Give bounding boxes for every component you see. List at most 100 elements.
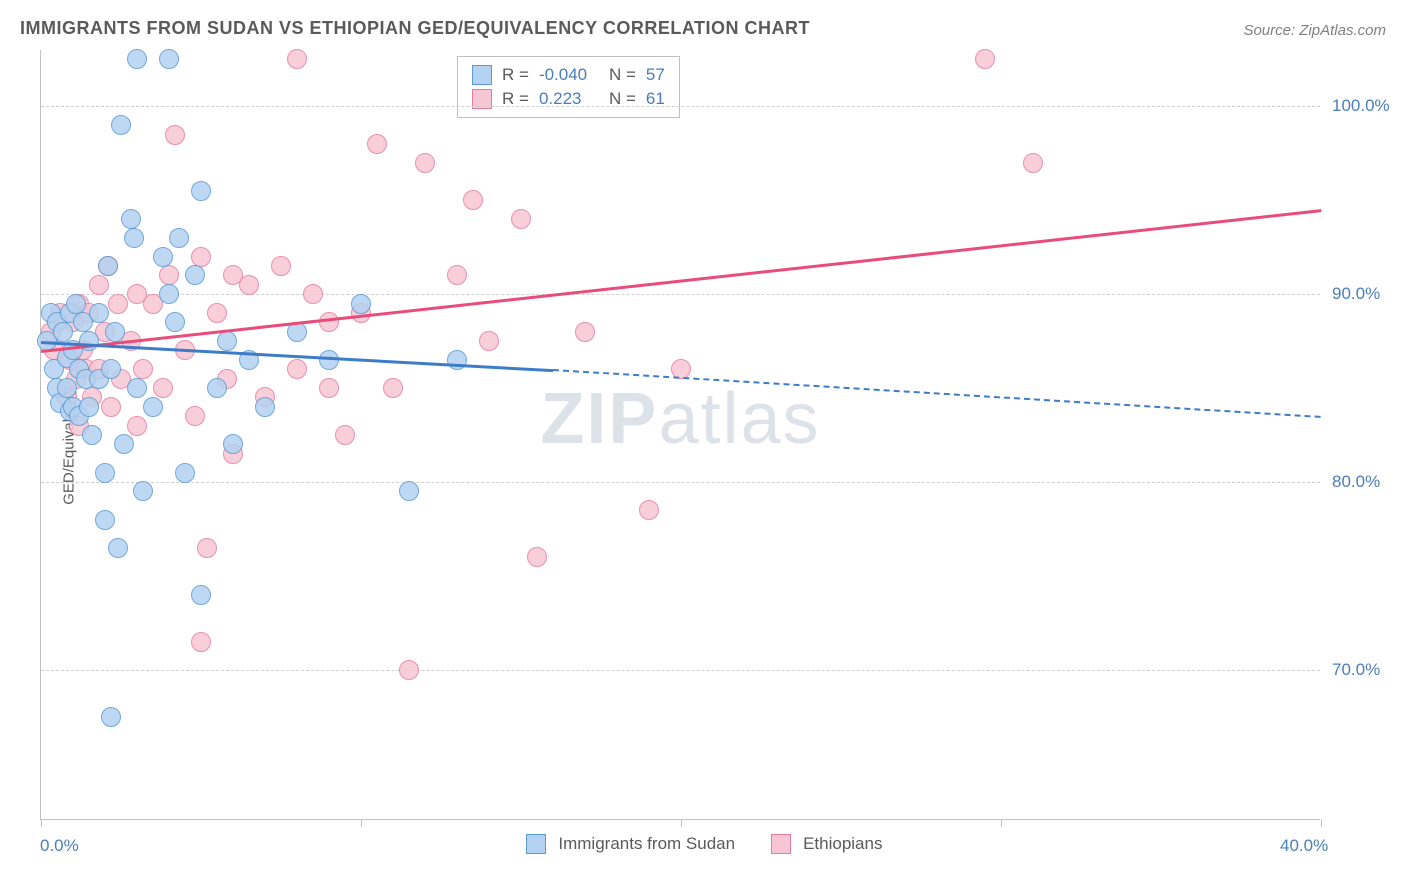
correlation-legend: R = -0.040 N = 57R =0.223N =61 xyxy=(457,56,680,118)
trend-line-a-extrapolated xyxy=(553,369,1321,418)
source-attribution: Source: ZipAtlas.com xyxy=(1243,22,1386,39)
point-series-a xyxy=(111,115,131,135)
point-series-a xyxy=(57,378,77,398)
n-label: N = xyxy=(609,65,636,85)
watermark-bold: ZIP xyxy=(540,379,658,459)
point-series-b xyxy=(153,378,173,398)
n-value: 57 xyxy=(646,65,665,85)
legend-row: R = -0.040 N = 57 xyxy=(472,63,665,87)
point-series-b xyxy=(271,256,291,276)
point-series-b xyxy=(367,134,387,154)
point-series-a xyxy=(121,209,141,229)
legend-label: Ethiopians xyxy=(803,834,882,854)
point-series-b xyxy=(287,359,307,379)
point-series-a xyxy=(133,481,153,501)
point-series-b xyxy=(511,209,531,229)
point-series-b xyxy=(975,49,995,69)
point-series-b xyxy=(319,312,339,332)
point-series-a xyxy=(101,707,121,727)
point-series-a xyxy=(399,481,419,501)
point-series-a xyxy=(127,378,147,398)
point-series-b xyxy=(133,359,153,379)
point-series-a xyxy=(127,49,147,69)
point-series-a xyxy=(351,294,371,314)
point-series-a xyxy=(153,247,173,267)
point-series-a xyxy=(217,331,237,351)
point-series-b xyxy=(335,425,355,445)
point-series-b xyxy=(89,275,109,295)
point-series-b xyxy=(383,378,403,398)
r-label: R = xyxy=(502,65,529,85)
r-value: -0.040 xyxy=(539,65,599,85)
point-series-a xyxy=(169,228,189,248)
point-series-b xyxy=(191,247,211,267)
point-series-a xyxy=(191,181,211,201)
point-series-a xyxy=(114,434,134,454)
point-series-a xyxy=(255,397,275,417)
gridline xyxy=(41,670,1320,671)
x-tick xyxy=(361,819,362,827)
point-series-a xyxy=(124,228,144,248)
point-series-b xyxy=(463,190,483,210)
point-series-b xyxy=(239,275,259,295)
x-tick xyxy=(1001,819,1002,827)
y-tick-label: 70.0% xyxy=(1332,660,1380,680)
point-series-a xyxy=(95,510,115,530)
point-series-a xyxy=(223,434,243,454)
chart-title: IMMIGRANTS FROM SUDAN VS ETHIOPIAN GED/E… xyxy=(20,18,810,39)
point-series-b xyxy=(527,547,547,567)
point-series-a xyxy=(95,463,115,483)
point-series-b xyxy=(287,49,307,69)
x-tick-label: 0.0% xyxy=(40,836,79,856)
point-series-a xyxy=(82,425,102,445)
point-series-a xyxy=(191,585,211,605)
point-series-a xyxy=(108,538,128,558)
point-series-b xyxy=(639,500,659,520)
x-tick xyxy=(681,819,682,827)
series-legend: Immigrants from Sudan Ethiopians xyxy=(526,834,906,854)
x-tick-label: 40.0% xyxy=(1280,836,1328,856)
point-series-a xyxy=(175,463,195,483)
legend-swatch xyxy=(472,65,492,85)
point-series-a xyxy=(101,359,121,379)
y-tick-label: 90.0% xyxy=(1332,284,1380,304)
plot-area: ZIPatlas R = -0.040 N = 57R =0.223N =61 xyxy=(40,50,1320,820)
point-series-a xyxy=(159,284,179,304)
gridline xyxy=(41,294,1320,295)
point-series-b xyxy=(415,153,435,173)
point-series-a xyxy=(207,378,227,398)
point-series-a xyxy=(105,322,125,342)
point-series-b xyxy=(207,303,227,323)
point-series-b xyxy=(399,660,419,680)
point-series-b xyxy=(319,378,339,398)
gridline xyxy=(41,482,1320,483)
point-series-a xyxy=(79,397,99,417)
point-series-b xyxy=(479,331,499,351)
point-series-b xyxy=(575,322,595,342)
point-series-a xyxy=(159,49,179,69)
legend-row: R =0.223N =61 xyxy=(472,87,665,111)
point-series-b xyxy=(159,265,179,285)
point-series-b xyxy=(1023,153,1043,173)
legend-label: Immigrants from Sudan xyxy=(558,834,735,854)
point-series-b xyxy=(447,265,467,285)
y-tick-label: 80.0% xyxy=(1332,472,1380,492)
point-series-b xyxy=(108,294,128,314)
point-series-a xyxy=(185,265,205,285)
point-series-a xyxy=(53,322,73,342)
legend-swatch xyxy=(771,834,791,854)
watermark: ZIPatlas xyxy=(540,378,820,460)
point-series-b xyxy=(197,538,217,558)
point-series-b xyxy=(191,632,211,652)
point-series-a xyxy=(66,294,86,314)
point-series-a xyxy=(89,303,109,323)
x-tick xyxy=(41,819,42,827)
point-series-a xyxy=(143,397,163,417)
watermark-rest: atlas xyxy=(658,379,820,459)
point-series-a xyxy=(165,312,185,332)
x-tick xyxy=(1321,819,1322,827)
y-tick-label: 100.0% xyxy=(1332,96,1390,116)
point-series-b xyxy=(165,125,185,145)
point-series-a xyxy=(98,256,118,276)
point-series-b xyxy=(127,416,147,436)
